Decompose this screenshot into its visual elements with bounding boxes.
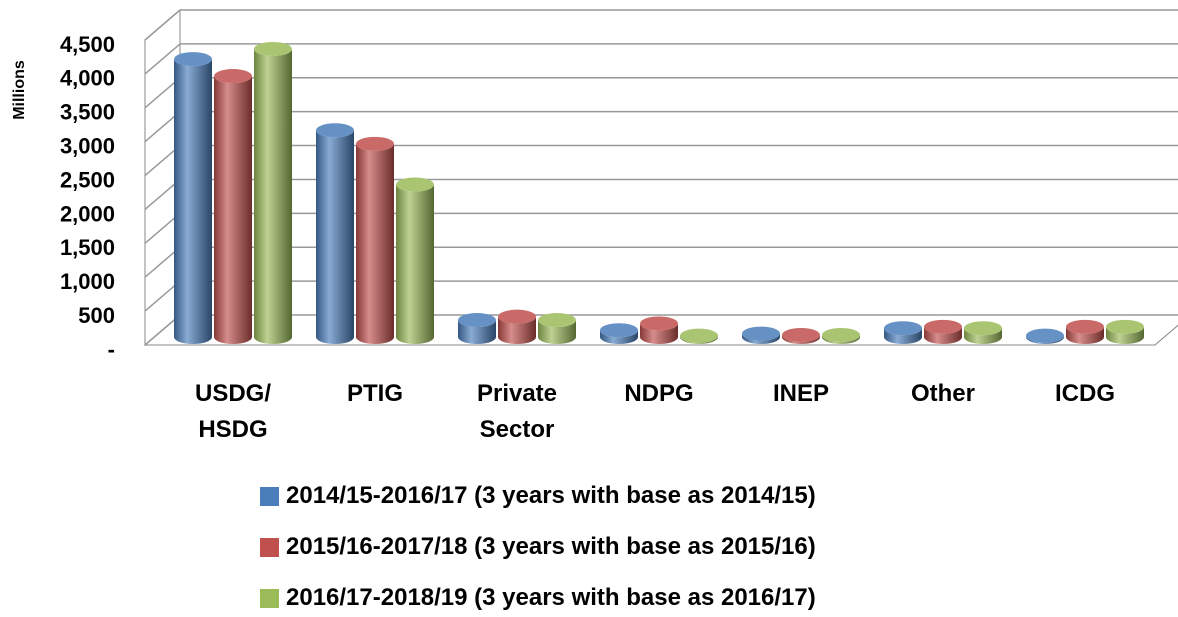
y-tick-label: 2,000 xyxy=(60,201,115,226)
x-tick-label: INEP xyxy=(772,380,829,407)
legend-swatch xyxy=(260,588,279,608)
bar xyxy=(498,316,536,344)
bar-top xyxy=(782,327,820,342)
bar xyxy=(1026,335,1064,344)
bar-top xyxy=(822,327,860,342)
bar-top xyxy=(1106,319,1144,334)
x-tick-label: USDG/ HSDG xyxy=(194,380,271,443)
x-tick-label: PTIG xyxy=(346,380,403,407)
bar-top xyxy=(174,52,212,67)
bar xyxy=(396,184,434,344)
bar-top xyxy=(884,321,922,336)
y-tick-label: 3,500 xyxy=(60,100,115,125)
y-axis-label: Millions xyxy=(11,60,28,120)
bar-top xyxy=(458,313,496,328)
bar xyxy=(356,143,394,344)
bar-top xyxy=(742,326,780,341)
y-tick-label: - xyxy=(108,337,115,362)
bar-top xyxy=(1026,328,1064,343)
y-tick-label: 1,500 xyxy=(60,235,115,260)
bar-top xyxy=(214,69,252,84)
bar-top xyxy=(1066,319,1104,334)
bar xyxy=(924,326,962,344)
bar xyxy=(316,130,354,344)
y-tick-label: 2,500 xyxy=(60,167,115,192)
bar xyxy=(1106,326,1144,344)
y-tick-label: 500 xyxy=(78,303,115,328)
bar xyxy=(214,76,252,345)
bar xyxy=(884,328,922,344)
x-tick-label: Private Sector xyxy=(476,380,558,443)
legend-label: 2015/16-2017/18 (3 years with base as 20… xyxy=(286,533,816,560)
bar xyxy=(174,59,212,344)
grid-line-side xyxy=(144,9,181,41)
bar-top xyxy=(640,316,678,331)
bar-top xyxy=(680,328,718,343)
bar-top xyxy=(538,313,576,328)
x-tick-label: Other xyxy=(910,380,975,407)
x-tick-label: ICDG xyxy=(1055,380,1115,407)
bar-top xyxy=(964,321,1002,336)
bar-top xyxy=(316,123,354,138)
legend-item: 2015/16-2017/18 (3 years with base as 20… xyxy=(260,533,816,561)
legend-item: 2016/17-2018/19 (3 years with base as 20… xyxy=(260,584,816,612)
bar xyxy=(742,333,780,344)
bar-top xyxy=(924,319,962,334)
bar xyxy=(680,335,718,344)
y-tick-label: 3,000 xyxy=(60,133,115,158)
grid-line-side xyxy=(144,43,181,75)
bar-top xyxy=(498,309,536,324)
bar xyxy=(640,323,678,344)
bar xyxy=(1066,326,1104,344)
bar-top xyxy=(396,177,434,192)
y-tick-label: 4,000 xyxy=(60,66,115,91)
bar xyxy=(964,328,1002,344)
bar xyxy=(538,320,576,344)
legend-label: 2016/17-2018/19 (3 years with base as 20… xyxy=(286,584,816,611)
legend-swatch xyxy=(260,537,279,557)
bar xyxy=(822,334,860,344)
legend-swatch xyxy=(260,486,279,506)
bar-top xyxy=(356,136,394,151)
x-tick-label: NDPG xyxy=(624,380,694,407)
bar xyxy=(600,330,638,344)
legend-label: 2014/15-2016/17 (3 years with base as 20… xyxy=(286,482,816,509)
bar xyxy=(254,48,292,344)
y-tick-label: 4,500 xyxy=(60,32,115,57)
y-tick-label: 1,000 xyxy=(60,269,115,294)
legend-item: 2014/15-2016/17 (3 years with base as 20… xyxy=(260,482,816,510)
bar-top xyxy=(254,41,292,56)
bar xyxy=(782,334,820,344)
bar-top xyxy=(600,323,638,338)
bar xyxy=(458,320,496,344)
